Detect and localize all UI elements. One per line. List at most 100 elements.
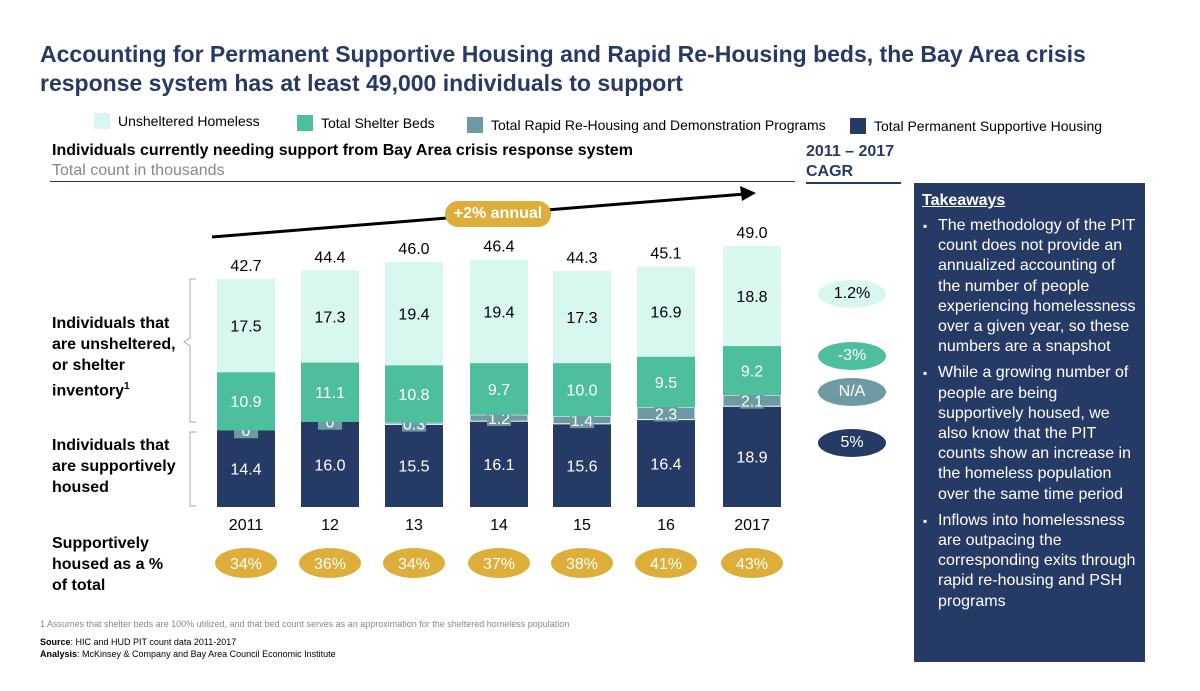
legend-swatch: [850, 118, 866, 134]
bar-segment: [637, 419, 695, 507]
row-label-text: Individuals that are unsheltered, or she…: [52, 315, 176, 400]
row-label-unsheltered: Individuals that are unsheltered, or she…: [52, 313, 192, 401]
legend-psh: Total Permanent Supportive Housing: [850, 118, 1102, 134]
pct-label: 38%: [566, 556, 598, 573]
x-tick-label: 12: [321, 517, 339, 534]
arrow-head-icon: [740, 186, 756, 201]
segment-label: 2.1: [741, 394, 763, 411]
segment-label: 0: [242, 423, 251, 440]
bar-segment: [723, 245, 781, 347]
bar-segment: [385, 424, 443, 507]
cagr-pill: N/A: [818, 378, 886, 406]
bar-segment: [217, 430, 275, 507]
x-tick-label: 14: [490, 517, 508, 534]
segment-label: 16.0: [314, 457, 345, 474]
takeaway-item: The methodology of the PIT count does no…: [923, 216, 1139, 357]
pct-label: 43%: [736, 556, 768, 573]
segment-label: 17.3: [566, 310, 597, 327]
bar-segment: [637, 266, 695, 357]
legend-swatch: [94, 113, 110, 129]
legend-label: Total Permanent Supportive Housing: [874, 118, 1103, 134]
legend-rapid: Total Rapid Re-Housing and Demonstration…: [467, 117, 826, 133]
cagr-pill: 5%: [818, 429, 886, 457]
bar-segment: [553, 270, 611, 364]
growth-label: +2% annual: [445, 201, 551, 227]
bar-segment: [301, 270, 359, 363]
segment-label: 19.4: [483, 304, 514, 321]
pct-label: 34%: [398, 556, 430, 573]
bar-segment: [470, 259, 528, 364]
source-label: Source: [40, 637, 71, 647]
bar-segment: [637, 356, 695, 408]
segment-label: 9.5: [655, 375, 677, 392]
legend-shelter: Total Shelter Beds: [297, 115, 435, 131]
bar-segment: [385, 365, 443, 423]
row-label-pct: Supportively housed as a % of total: [52, 535, 164, 594]
total-label: 49.0: [736, 225, 767, 242]
segment-label: 16.1: [483, 457, 514, 474]
x-tick-label: 15: [573, 517, 591, 534]
segment-label: 15.6: [566, 458, 597, 475]
segment-label-bg: [654, 405, 678, 422]
source-text: : HIC and HUD PIT count data 2011-2017: [70, 637, 237, 647]
takeaway-item: Inflows into homelessness are outpacing …: [923, 511, 1139, 612]
pct-pill: [468, 548, 530, 578]
legend-swatch: [297, 115, 313, 131]
cagr-header: 2011 – 2017 CAGR: [806, 142, 901, 184]
bar-segment: [470, 421, 528, 507]
bar-segment: [723, 346, 781, 396]
segment-label: 19.4: [398, 307, 429, 324]
pct-label: 37%: [483, 556, 515, 573]
total-label: 44.3: [566, 250, 597, 267]
segment-label: 1.2: [488, 411, 510, 428]
cagr-pill: -3%: [818, 342, 886, 370]
total-label: 46.0: [398, 241, 429, 258]
segment-label: 10.0: [566, 383, 597, 400]
pct-label: 36%: [314, 556, 346, 573]
page-title: Accounting for Permanent Supportive Hous…: [40, 41, 1086, 96]
analysis-label: Analysis: [40, 649, 78, 659]
pct-pill: [215, 548, 277, 578]
segment-label: 17.5: [230, 319, 261, 336]
legend-swatch: [467, 117, 483, 133]
legend-label: Unsheltered Homeless: [118, 113, 260, 129]
segment-label: 17.3: [314, 309, 345, 326]
bar-segment: [385, 261, 443, 366]
pct-pill: [721, 548, 783, 578]
bar-segment: [723, 406, 781, 507]
bar-segment: [217, 278, 275, 373]
cagr-pill: 1.2%: [818, 280, 886, 308]
segment-label: 9.2: [741, 364, 763, 381]
legend-unsheltered: Unsheltered Homeless: [94, 113, 260, 129]
x-tick-label: 2011: [229, 517, 264, 534]
segment-label-bg: [740, 392, 764, 409]
total-label: 46.4: [483, 239, 514, 256]
segment-label: 10.8: [398, 387, 429, 404]
pct-pill: [383, 548, 445, 578]
segment-label: 10.9: [230, 394, 261, 411]
total-label: 45.1: [650, 246, 681, 263]
takeaway-item: While a growing number of people are bei…: [923, 363, 1139, 504]
segment-label: 2.3: [655, 406, 677, 423]
row-label-housed: Individuals that are supportively housed: [52, 437, 176, 496]
total-label: 42.7: [230, 258, 261, 275]
x-tick-label: 16: [657, 517, 675, 534]
chart-subtitle: Individuals currently needing support fr…: [52, 142, 633, 159]
segment-label: 1.4: [571, 413, 593, 430]
pct-label: 34%: [230, 556, 262, 573]
segment-label: 18.9: [736, 450, 767, 467]
segment-label: 16.4: [650, 456, 681, 473]
bar-segment: [553, 423, 611, 507]
bar-segment: [553, 363, 611, 417]
x-tick-label: 13: [405, 517, 423, 534]
segment-label: 18.8: [736, 289, 767, 306]
pct-pill: [635, 548, 697, 578]
chart-units: Total count in thousands: [52, 162, 225, 179]
bar-segment: [301, 421, 359, 507]
segment-label: 9.7: [488, 382, 510, 399]
divider: [50, 181, 795, 182]
pct-pill: [551, 548, 613, 578]
segment-label: 16.9: [650, 305, 681, 322]
bar-segment: [470, 363, 528, 415]
stacked-bar-chart: 14.4 0 10.9 17.5 42.7 2011 34% 16.0 0 11.1 17.3 44.…: [183, 186, 783, 578]
